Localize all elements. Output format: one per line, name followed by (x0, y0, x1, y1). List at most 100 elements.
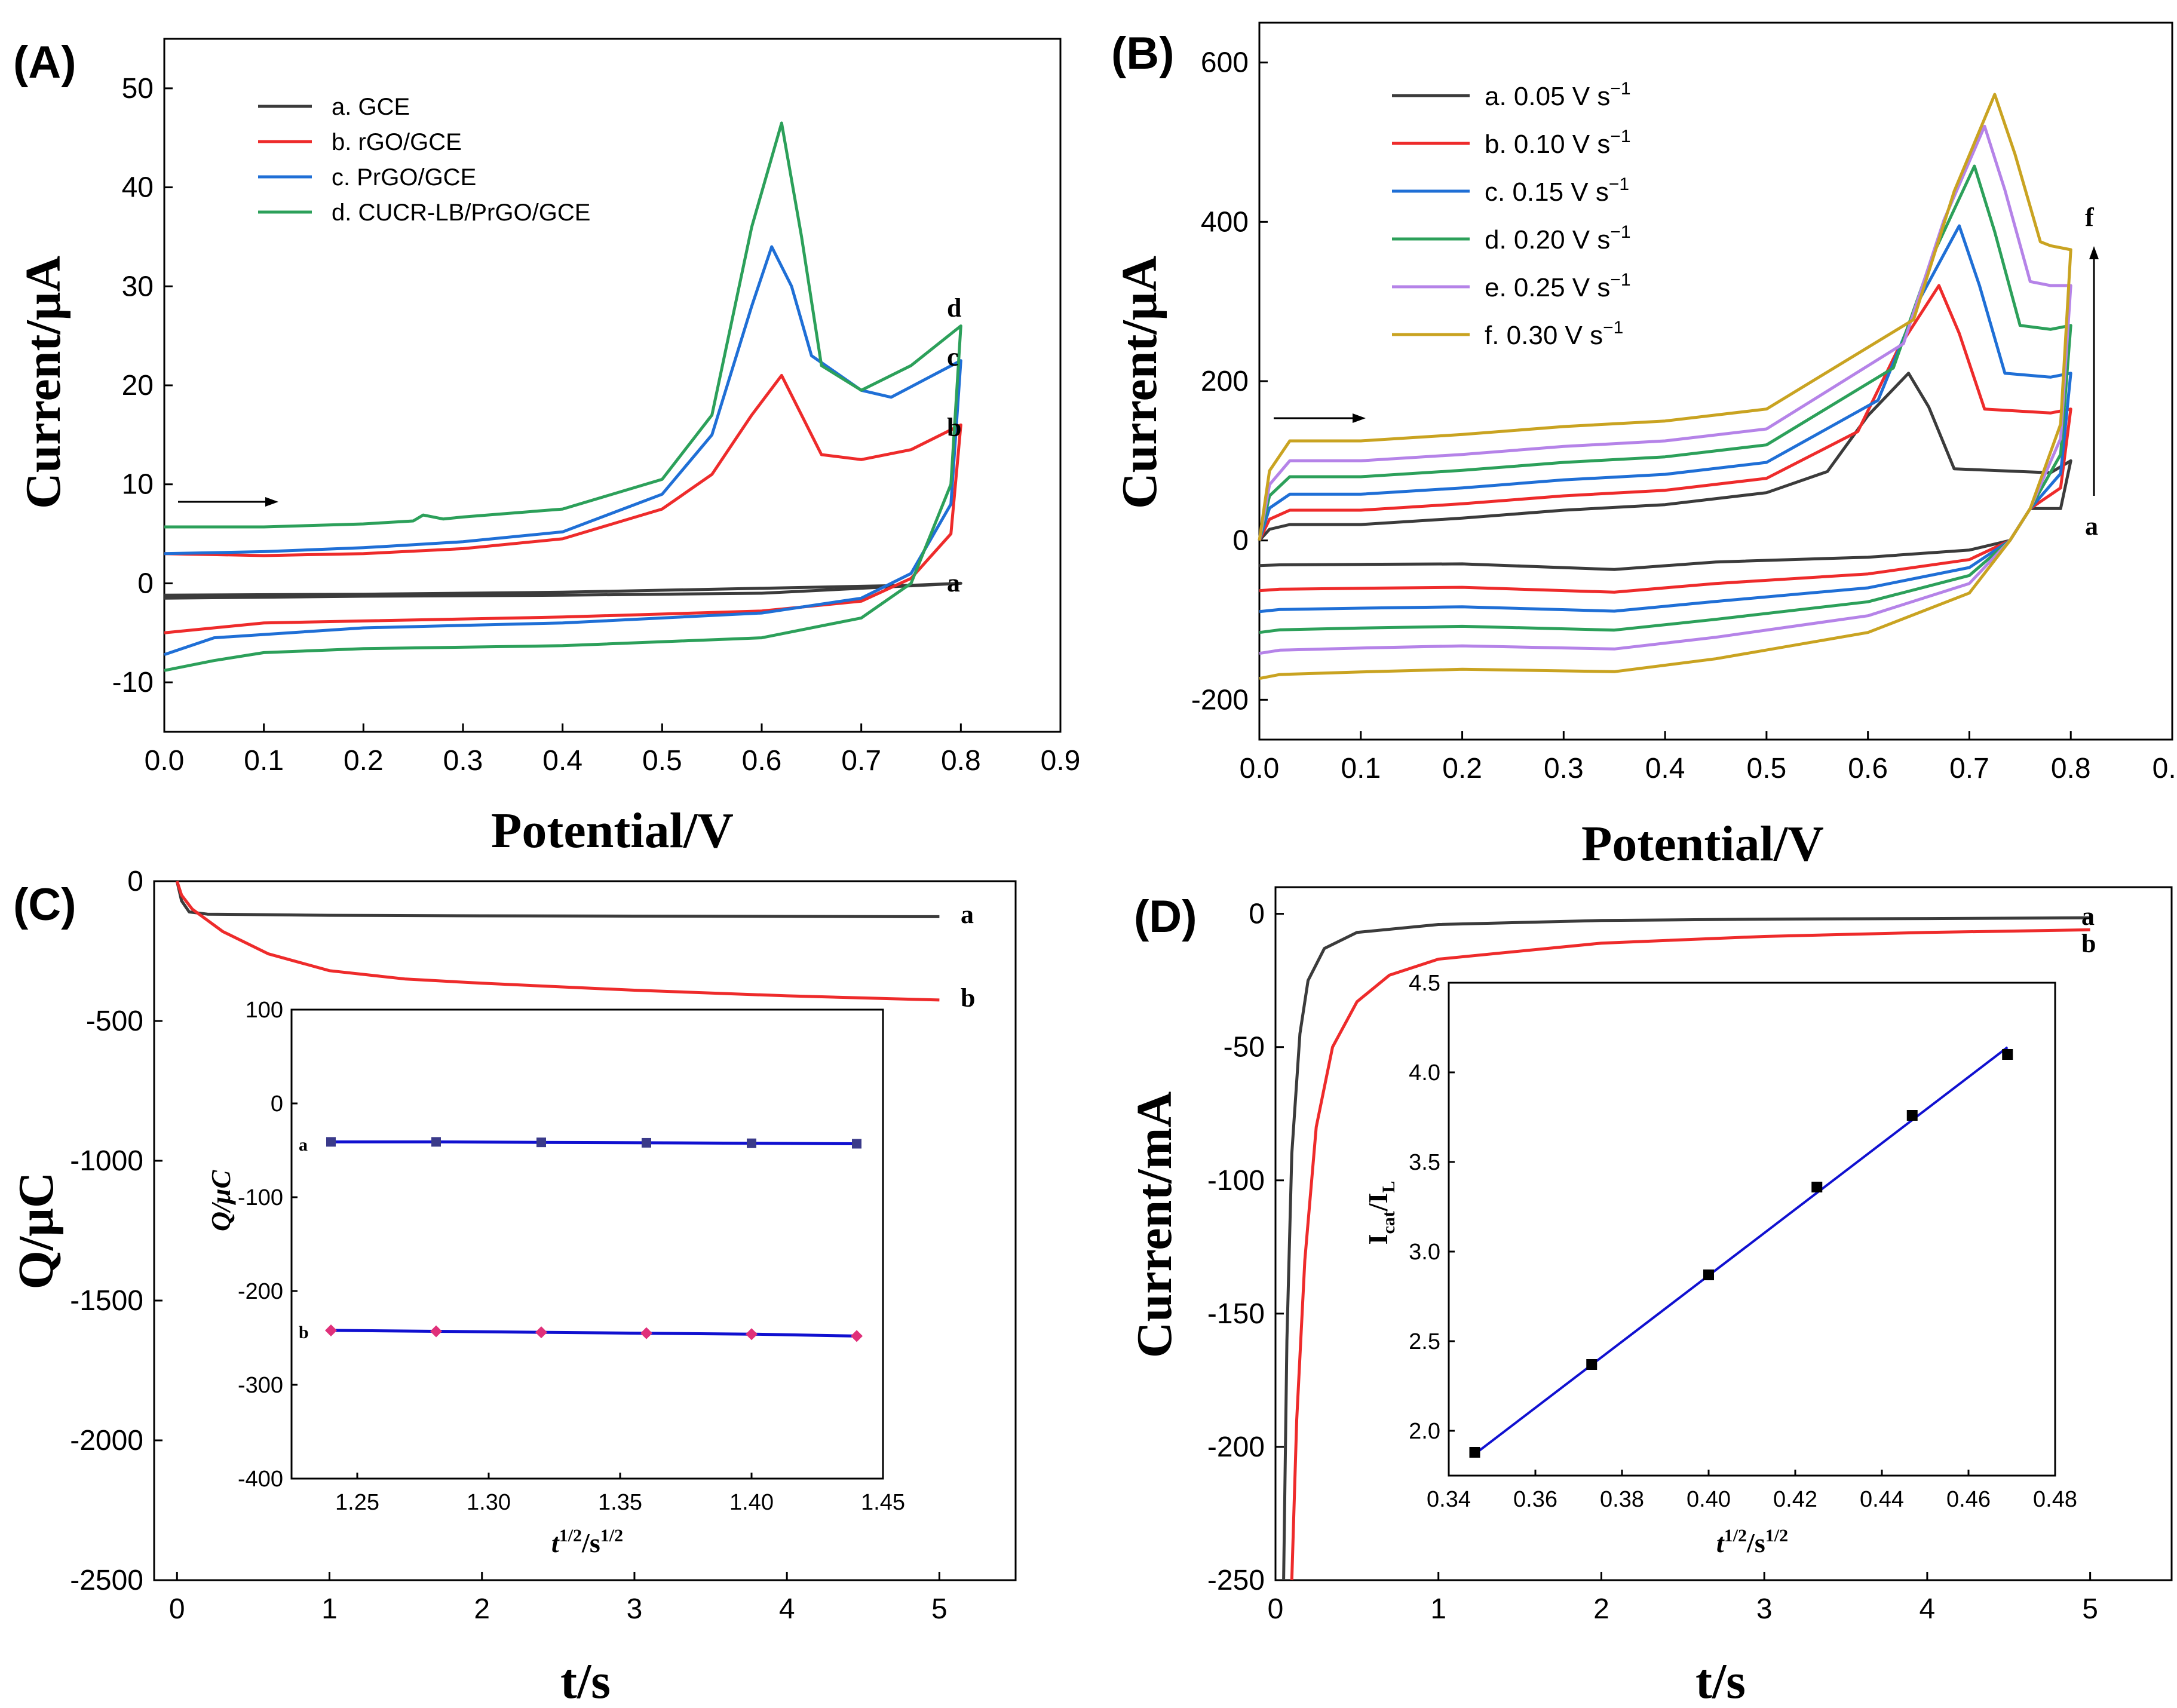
inset-c-point-a (642, 1137, 651, 1148)
panel-b-xtick-label: 0.0 (1240, 753, 1280, 784)
panel-b-xtick-label: 0.5 (1747, 753, 1787, 784)
inset-c-point-b (851, 1330, 863, 1342)
inset-d-ytick-label: 4.0 (1409, 1060, 1440, 1085)
legend-label-b-c: c. 0.15 V s−1 (1485, 174, 1629, 207)
panel-c-xtick-label: 0 (169, 1593, 185, 1625)
panel-b-legend: a. 0.05 V s−1 b. 0.10 V s−1 c. 0.15 V s−1 d… (1392, 79, 1631, 350)
panel-a-ytick-label: 30 (122, 271, 154, 302)
curve-label-c-a: a (961, 900, 974, 929)
panel-c-plot-frame (153, 880, 1017, 1581)
panel-c-ytick-label: 0 (127, 866, 143, 897)
curve-label-d-a: a (2081, 901, 2095, 931)
panel-d-xtick-label: 3 (1756, 1593, 1773, 1625)
cv-curve-b-f (1258, 93, 2072, 680)
panel-a-xtick-label: 0.6 (742, 745, 782, 777)
panel-c-ytick-label: -1000 (70, 1145, 143, 1177)
cv-curve-b (164, 373, 962, 634)
panel-d-ytick-label: -200 (1207, 1431, 1265, 1463)
panel-c-ytick-label: -500 (86, 1005, 143, 1037)
panel-a-xtick-label: 0.9 (1041, 745, 1081, 777)
panel-c-label: (C) (13, 879, 76, 930)
panel-d-xtick-label: 0 (1268, 1593, 1284, 1625)
panel-d-ytick-label: 0 (1249, 899, 1265, 930)
inset-c-xtick-label: 1.40 (729, 1490, 774, 1515)
cv-curve-d (164, 121, 962, 672)
inset-c-point-a (852, 1139, 861, 1149)
panel-b-ytick-label: 0 (1232, 525, 1249, 557)
panel-d-inset: 0.34 0.36 0.38 0.40 0.42 0.44 0.46 0.48 2.0 2.5 3.… (1363, 971, 2077, 1558)
panel-b-label: (B) (1111, 28, 1175, 79)
panel-d-ytick-label: -50 (1224, 1032, 1265, 1063)
inset-c-xlabel: t1/2/s1/2 (551, 1526, 623, 1558)
inset-d-xtick-label: 0.40 (1687, 1487, 1731, 1512)
inset-c-ytick-label: 100 (246, 998, 283, 1023)
legend-label-b: b. rGO/GCE (332, 129, 462, 155)
panel-b-xtick-label: 0.9 (2153, 753, 2177, 784)
panel-d-xtick-label: 2 (1593, 1593, 1609, 1625)
curve-label-d-b: b (2081, 929, 2096, 958)
panel-c-ylabel: Q/μC (8, 1172, 64, 1290)
curve-label-c-b: b (961, 983, 975, 1013)
legend-label-b-a: a. 0.05 V s−1 (1485, 79, 1631, 111)
curve-label-a: a (947, 568, 960, 597)
inset-d-point (1586, 1359, 1598, 1370)
inset-c-xtick-label: 1.35 (598, 1490, 642, 1515)
panel-b-xtick-label: 0.1 (1341, 753, 1381, 784)
panel-b-xtick-label: 0.4 (1645, 753, 1685, 784)
panel-a-xtick-label: 0.8 (941, 745, 981, 777)
inset-d-xtick-label: 0.38 (1600, 1487, 1644, 1512)
inset-d-ytick-label: 2.0 (1409, 1419, 1440, 1444)
inset-c-xtick-label: 1.30 (467, 1490, 511, 1515)
panel-c-inset-frame (290, 1008, 884, 1480)
panel-d-xtick-label: 1 (1430, 1593, 1446, 1625)
inset-d-xtick-label: 0.34 (1427, 1487, 1471, 1512)
panel-c-xtick-label: 5 (931, 1593, 948, 1625)
panel-b-ylabel: Current/μA (1112, 256, 1167, 509)
panel-d-ylabel: Current/mA (1127, 1091, 1182, 1358)
panel-d-xlabel: t/s (1695, 1654, 1746, 1708)
panel-a-ytick-label: 50 (122, 73, 154, 105)
legend-label-c: c. PrGO/GCE (332, 164, 476, 191)
panel-c-ytick-label: -1500 (70, 1285, 143, 1317)
inset-d-point (2002, 1049, 2013, 1060)
panel-a-xtick-label: 0.5 (642, 745, 682, 777)
inset-d-point (1469, 1447, 1480, 1458)
inset-d-xlabel: t1/2/s1/2 (1716, 1526, 1788, 1558)
panel-c-ytick-label: -2500 (70, 1565, 143, 1596)
panel-a-ytick-label: 20 (122, 370, 154, 401)
inset-d-point (1811, 1182, 1823, 1192)
inset-c-ytick-label: -300 (238, 1373, 283, 1398)
curve-label-b-a: a (2085, 511, 2098, 541)
legend-label-b-e: e. 0.25 V s−1 (1485, 270, 1631, 302)
cv-curve-b-c (1258, 224, 2072, 614)
curve-label-b-f: f (2085, 203, 2095, 232)
inset-c-point-b (746, 1328, 758, 1341)
panel-b-xlabel: Potential/V (1581, 816, 1824, 872)
panel-b-ytick-label: 600 (1201, 47, 1249, 79)
panel-b-ytick-label: 200 (1201, 366, 1249, 397)
panel-c-xlabel: t/s (560, 1654, 611, 1708)
legend-label-b-f: f. 0.30 V s−1 (1485, 318, 1623, 350)
current-curve-b (1290, 928, 2090, 1581)
panel-d-xtick-label: 4 (1920, 1593, 1936, 1625)
panel-c-xtick-label: 3 (627, 1593, 643, 1625)
panel-a-ytick-label: 0 (137, 568, 154, 599)
increasing-scan-rate-arrow (2089, 246, 2099, 496)
legend-label-a: a. GCE (332, 94, 410, 120)
inset-c-xtick-label: 1.45 (861, 1490, 905, 1515)
inset-c-label-a: a (299, 1135, 308, 1155)
panel-c: (C) 0 1 2 3 4 50-500-1000-1500-2000-2500 a b … (8, 866, 1017, 1708)
scan-direction-arrow (178, 497, 278, 507)
panel-b-ytick-label: -200 (1191, 684, 1249, 716)
inset-d-xtick-label: 0.44 (1860, 1487, 1904, 1512)
panel-a-xtick-label: 0.0 (145, 745, 185, 777)
panel-a-label: (A) (13, 37, 76, 88)
panel-d-ytick-label: -150 (1207, 1298, 1265, 1330)
panel-b: (B) 0.0 0.1 0.2 0.3 0.4 0.5 0.6 0.7 0.8 0.9 -200 0 2… (1111, 22, 2177, 872)
cv-curve-b-b (1258, 284, 2072, 594)
panel-b-plot-frame (1258, 22, 2173, 741)
inset-c-point-a (431, 1137, 441, 1147)
cv-curve-a (164, 581, 962, 600)
panel-d-plot-frame (1274, 886, 2173, 1581)
